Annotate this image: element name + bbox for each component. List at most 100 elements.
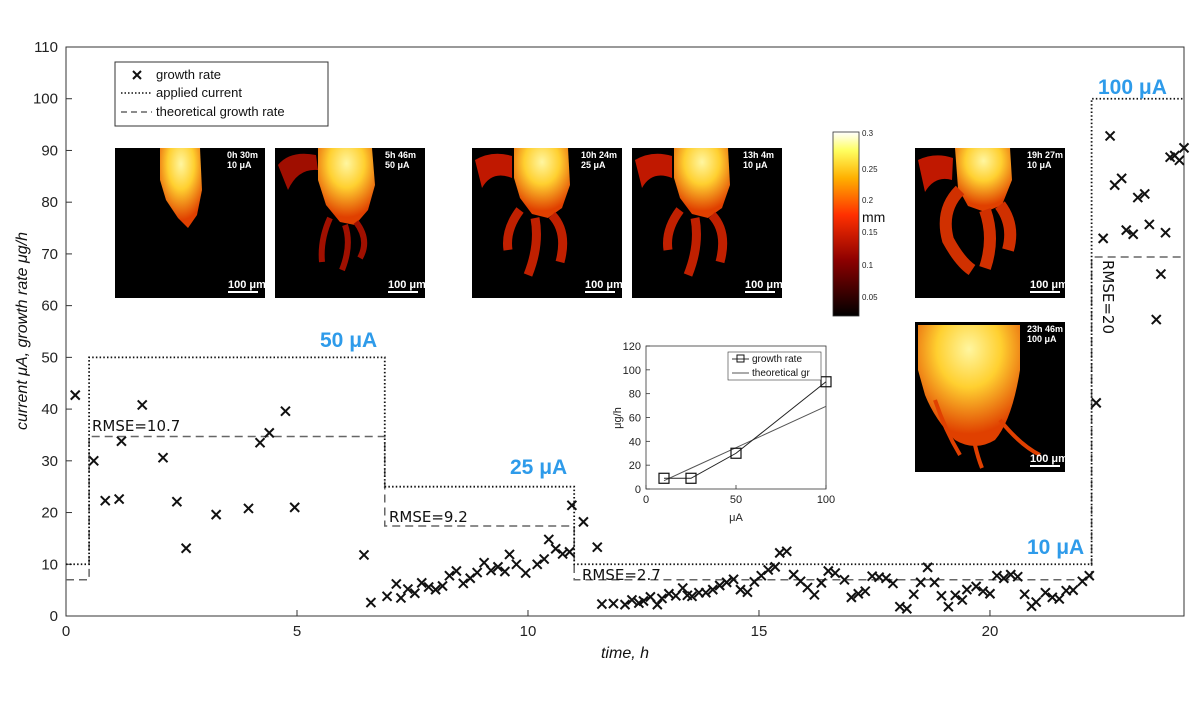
inset-legend-theoretical: theoretical gr (752, 368, 810, 379)
growth-rate-marker (781, 546, 792, 557)
legend-x-marker (132, 70, 142, 80)
legend: growth rate applied current theoretical … (114, 61, 329, 127)
legend-theoretical-growth: theoretical growth rate (156, 104, 285, 119)
legend-growth-rate: growth rate (156, 67, 221, 82)
growth-rate-marker (596, 598, 608, 610)
scale-label: 100 μm (1030, 453, 1068, 465)
growth-rate-marker (430, 584, 441, 595)
growth-rate-marker (550, 543, 561, 554)
growth-rate-marker (991, 570, 1003, 581)
growth-rate-marker (289, 502, 300, 513)
inset-x-axis-label: μA (729, 512, 743, 524)
growth-rate-marker (707, 584, 718, 595)
micrograph-time: 23h 46m (1027, 324, 1063, 334)
growth-rate-marker (763, 564, 774, 576)
y-axis-label: current μA, growth rate μg/h (14, 232, 31, 430)
growth-rate-marker (1097, 233, 1109, 244)
scale-label: 100 μm (1030, 279, 1068, 291)
growth-rate-marker (1104, 130, 1116, 142)
growth-rate-marker (437, 580, 448, 592)
growth-rate-marker (936, 590, 947, 602)
dendrite-shape (475, 153, 512, 188)
growth-rate-marker (929, 577, 940, 588)
growth-rate-marker (1155, 268, 1167, 280)
growth-rate-marker (608, 598, 619, 609)
micrograph-time: 0h 30m (227, 150, 258, 160)
growth-rate-marker (1040, 587, 1051, 598)
growth-rate-marker (1084, 570, 1095, 581)
growth-rate-marker (619, 599, 631, 610)
theoretical-growth-line (66, 256, 1184, 581)
deposit-shape (160, 148, 202, 228)
growth-rate-marker (961, 584, 973, 595)
growth-rate-marker (1030, 596, 1042, 608)
micrograph-current: 50 μA (385, 160, 410, 170)
growth-rate-marker (970, 581, 982, 592)
growth-rate-marker (1178, 142, 1190, 154)
rmse-label-10: RMSE=2.7 (582, 566, 661, 584)
inset-y-tick-label: 60 (629, 413, 641, 425)
x-tick-label: 0 (62, 623, 70, 640)
inset-y-axis-label: μg/h (612, 407, 624, 429)
deposit-shape (318, 148, 375, 225)
growth-rate-marker (901, 603, 913, 614)
dendrite-shape (918, 155, 953, 192)
colorbar-tick: 0.15 (862, 228, 878, 237)
x-axis-label: time, h (601, 645, 649, 662)
growth-rate-marker (1144, 219, 1155, 230)
growth-rate-marker (280, 405, 291, 417)
growth-rate-marker (391, 578, 402, 590)
growth-rate-marker (381, 591, 393, 602)
micrograph-1: 0h 30m 10 μA 100 μm (115, 148, 266, 298)
growth-rate-marker (1067, 584, 1079, 596)
micrograph-3: 10h 24m 25 μA 100 μm (472, 148, 623, 298)
growth-rate-marker (1091, 397, 1102, 409)
x-tick-label: 5 (293, 623, 301, 640)
growth-rate-marker (171, 496, 183, 507)
growth-rate-marker (860, 585, 871, 597)
x-tick-label: 15 (751, 623, 768, 640)
growth-rate-marker (908, 589, 919, 600)
dendrite-branches (318, 216, 368, 272)
inset-legend-growth-rate: growth rate (752, 354, 802, 365)
growth-rate-marker (656, 593, 668, 604)
growth-rate-points (70, 130, 1190, 614)
colorbar-gradient (832, 131, 860, 317)
current-label-25: 25 μA (510, 456, 567, 479)
inset-y-tick-label: 20 (629, 460, 641, 472)
y-tick-label: 50 (41, 349, 58, 366)
dendrite-branches (503, 207, 568, 277)
growth-rate-marker (880, 573, 892, 584)
growth-rate-marker (1174, 155, 1185, 166)
growth-rate-marker (700, 587, 712, 598)
inset-y-tick-label: 40 (629, 436, 641, 448)
growth-rate-marker (1151, 314, 1162, 325)
growth-rate-marker (1116, 173, 1127, 184)
inset-y-tick-label: 0 (635, 484, 641, 496)
growth-rate-marker (686, 591, 698, 602)
inset-series (658, 376, 832, 484)
growth-rate-marker (402, 583, 414, 595)
growth-rate-marker (1121, 224, 1132, 236)
growth-rate-marker (829, 567, 841, 579)
growth-rate-marker (957, 594, 968, 606)
growth-rate-marker (358, 549, 370, 561)
growth-rate-marker (846, 592, 857, 603)
growth-rate-marker (887, 578, 899, 589)
growth-rate-marker (735, 584, 746, 595)
growth-rate-marker (458, 578, 469, 589)
micrograph-time: 5h 46m (385, 150, 416, 160)
growth-rate-marker (113, 493, 125, 505)
growth-rate-marker (88, 455, 99, 467)
dendrite-shape (278, 153, 318, 190)
growth-rate-marker (1139, 188, 1150, 200)
colorbar: 0.3 0.25 0.2 0.15 0.1 0.05 mm (832, 129, 885, 317)
growth-rate-marker (499, 566, 511, 577)
inset-growth-rate-marker (730, 447, 742, 459)
growth-rate-marker (1160, 227, 1171, 238)
growth-rate-marker (592, 541, 603, 553)
growth-rate-marker (409, 588, 421, 599)
growth-rate-marker (853, 588, 864, 599)
growth-rate-marker (943, 601, 954, 612)
